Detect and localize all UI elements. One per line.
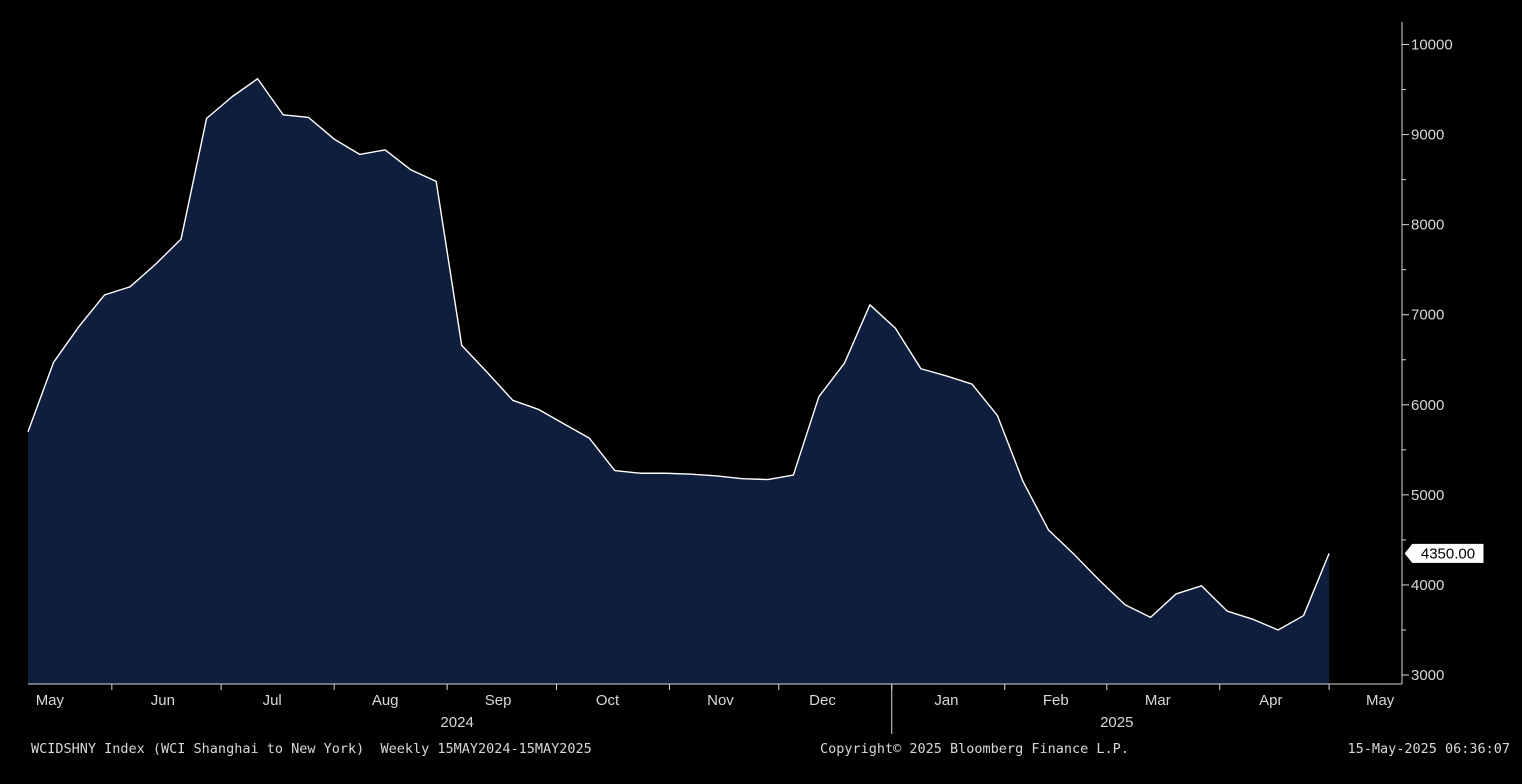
plot-area <box>27 22 1402 684</box>
y-tick-label: 3000 <box>1411 667 1444 684</box>
x-tick-label: Oct <box>596 692 620 709</box>
series-line <box>27 78 1330 631</box>
footer-index-description: WCIDSHNY Index (WCI Shanghai to New York… <box>31 741 592 757</box>
x-tick-label: Apr <box>1259 692 1282 709</box>
x-tick-label: Jan <box>934 692 958 709</box>
x-tick-label: Mar <box>1145 692 1171 709</box>
x-tick-label: May <box>36 692 65 709</box>
y-tick-label: 5000 <box>1411 487 1444 504</box>
x-year-label: 2024 <box>440 714 473 731</box>
x-tick-label: Feb <box>1043 692 1069 709</box>
x-tick-label: Jun <box>151 692 175 709</box>
last-value-tag: 4350.00 <box>1403 542 1485 564</box>
footer-copyright: Copyright© 2025 Bloomberg Finance L.P. <box>820 741 1129 757</box>
x-tick-label: Nov <box>707 692 734 709</box>
y-tick-label: 9000 <box>1411 127 1444 144</box>
axes: 3000 4000 5000 6000 7000 8000 9000 10000 May Jun J… <box>28 22 1485 734</box>
series-area <box>28 78 1330 684</box>
x-year-label: 2025 <box>1100 714 1133 731</box>
footer-timestamp: 15-May-2025 06:36:07 <box>1347 741 1510 757</box>
x-tick-label: Sep <box>485 692 512 709</box>
y-tick-label: 6000 <box>1411 397 1444 414</box>
x-tick-label: Dec <box>809 692 836 709</box>
last-value-box <box>1403 542 1485 564</box>
y-tick-label: 10000 <box>1411 37 1453 54</box>
y-tick-label: 8000 <box>1411 217 1444 234</box>
y-tick-label: 4000 <box>1411 577 1444 594</box>
last-value-label: 4350.00 <box>1421 545 1475 562</box>
x-tick-label: May <box>1366 692 1395 709</box>
footer: WCIDSHNY Index (WCI Shanghai to New York… <box>31 741 1510 757</box>
x-tick-label: Jul <box>263 692 282 709</box>
y-tick-label: 7000 <box>1411 307 1444 324</box>
x-tick-label: Aug <box>372 692 399 709</box>
